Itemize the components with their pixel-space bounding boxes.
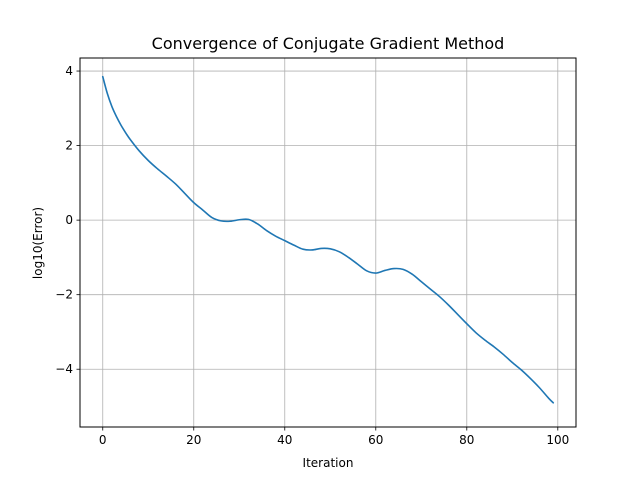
x-axis-label: Iteration [303,456,354,470]
grid-lines [80,58,576,427]
x-tick-label: 40 [277,433,292,447]
y-tick-label: 4 [65,64,73,78]
y-tick-label: −4 [55,362,73,376]
y-tick-label: 2 [65,139,73,153]
y-tick-label: −2 [55,288,73,302]
x-tick-label: 80 [459,433,474,447]
x-tick-label: 20 [186,433,201,447]
chart-title: Convergence of Conjugate Gradient Method [152,34,505,53]
y-axis-label: log10(Error) [31,207,45,279]
series-group [101,75,555,404]
x-tick-label: 100 [546,433,569,447]
x-axis: 0 20 40 60 80 100 [99,427,569,447]
series-line [101,75,555,404]
x-tick-label: 0 [99,433,107,447]
y-tick-label: 0 [65,213,73,227]
x-tick-label: 60 [368,433,383,447]
plot-frame [79,57,577,428]
y-axis: −4 −2 0 2 4 [55,64,80,376]
